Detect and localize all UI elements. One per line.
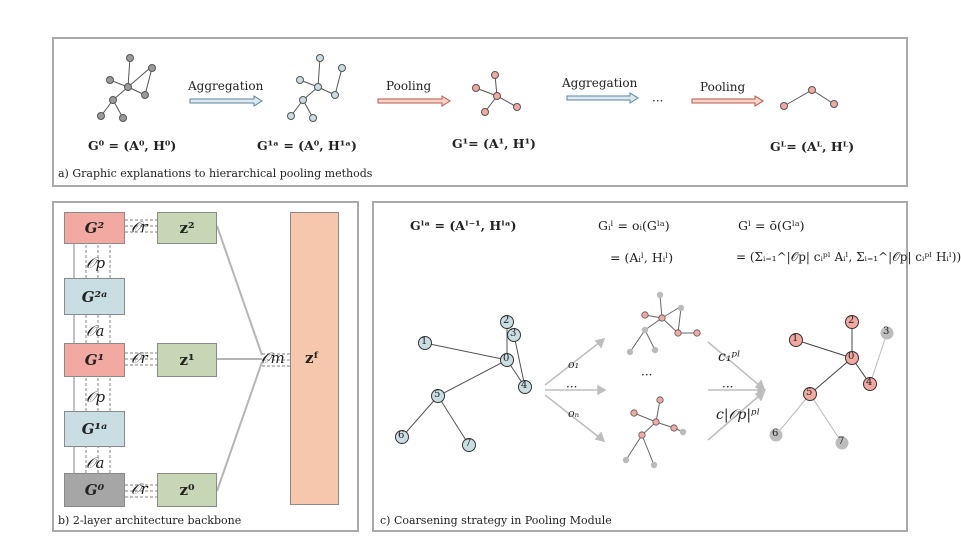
- aggregation-arrow-2: [566, 92, 639, 104]
- out-node-7: [835, 436, 849, 450]
- node-2: [500, 315, 514, 329]
- out-node-label-5: 5: [806, 387, 813, 398]
- formula-gl: Gˡ = ō(Gˡᵃ): [738, 218, 805, 233]
- hierarchical-pooling-panel: [52, 37, 908, 187]
- box-g1a: G¹ᵃ: [64, 411, 125, 447]
- node-7: [462, 438, 476, 452]
- out-node-4: [863, 377, 877, 391]
- box-g2a: G²ᵃ: [64, 278, 125, 315]
- label-g0: G⁰ = (A⁰, H⁰): [88, 138, 177, 153]
- node-label-1: 1: [421, 336, 428, 347]
- aggregation-arrow-1: [189, 95, 263, 107]
- formula-gl-expanded: = (Σᵢ₌₁^|𝒪p| cᵢᵖˡ Aᵢˡ, Σᵢ₌₁^|𝒪p| cᵢᵖˡ Hᵢ…: [736, 250, 961, 264]
- out-node-0: [845, 351, 859, 365]
- operator-readout-1: 𝒪r: [131, 349, 148, 367]
- coarsening-strategy-panel: [372, 201, 908, 532]
- operator-pool-1: 𝒪p: [86, 388, 106, 406]
- graph-g0: [97, 54, 156, 122]
- formula-gil-expanded: = (Aᵢˡ, Hᵢˡ): [610, 250, 674, 265]
- ellipsis: ···: [652, 94, 664, 108]
- out-node-label-7: 7: [838, 436, 845, 447]
- out-node-label-0: 0: [848, 351, 855, 362]
- out-node-5: [803, 387, 817, 401]
- graph-g1: [472, 71, 521, 116]
- branch-dots-mid: ···: [641, 368, 653, 382]
- node-label-6: 6: [398, 430, 405, 441]
- operator-agg-2: 𝒪a: [86, 322, 105, 340]
- out-node-label-3: 3: [883, 326, 890, 337]
- out-node-3: [880, 326, 894, 340]
- aggregation-label-1: Aggregation: [188, 79, 264, 93]
- pooling-arrow-1: [377, 95, 451, 107]
- node-1: [418, 336, 432, 350]
- out-node-6: [769, 428, 783, 442]
- formula-gla: Gˡᵃ = (Aˡ⁻¹, Hˡᵃ): [410, 218, 517, 233]
- node-label-4: 4: [521, 380, 528, 391]
- pooling-label-2: Pooling: [700, 80, 746, 94]
- aggregation-label-2: Aggregation: [562, 76, 638, 90]
- box-z2: z²: [157, 212, 217, 244]
- box-g1: G¹: [64, 343, 125, 377]
- label-zf: zᶠ: [305, 349, 320, 367]
- node-label-0: 0: [503, 353, 510, 364]
- pooling-arrow-2: [691, 95, 764, 107]
- branch-label-on: oₙ: [568, 407, 580, 420]
- operator-readout-0: 𝒪r: [131, 480, 148, 498]
- out-node-1: [789, 333, 803, 347]
- box-zf: [290, 212, 339, 505]
- node-5: [431, 389, 445, 403]
- caption-b: b) 2-layer architecture backbone: [58, 514, 242, 527]
- label-g1: G¹= (A¹, H¹): [452, 136, 536, 151]
- node-6: [395, 430, 409, 444]
- node-label-3: 3: [510, 328, 517, 339]
- caption-a: a) Graphic explanations to hierarchical …: [58, 167, 373, 180]
- node-4: [518, 380, 532, 394]
- operator-pool-2: 𝒪p: [86, 254, 106, 272]
- box-z0: z⁰: [157, 473, 217, 507]
- node-3: [507, 328, 521, 342]
- box-z1: z¹: [157, 343, 217, 377]
- formula-gil: Gᵢˡ = oᵢ(Gˡᵃ): [598, 218, 670, 233]
- box-g2: G²: [64, 212, 125, 244]
- branch-dots-left: ···: [566, 380, 578, 394]
- node-label-2: 2: [503, 315, 510, 326]
- box-g0: G⁰: [64, 473, 125, 507]
- operator-merge: 𝒪m: [261, 349, 285, 367]
- node-label-5: 5: [434, 389, 441, 400]
- branch-label-c1: c₁ᵖˡ: [718, 349, 741, 365]
- branch-label-o1: o₁: [568, 358, 580, 371]
- out-node-label-2: 2: [848, 315, 855, 326]
- pooling-label-1: Pooling: [386, 79, 432, 93]
- label-g1a: G¹ᵃ = (A⁰, H¹ᵃ): [257, 138, 357, 153]
- branch-dots-right: ···: [722, 380, 734, 394]
- node-label-7: 7: [465, 438, 472, 449]
- operator-readout-2: 𝒪r: [131, 218, 148, 236]
- out-node-label-1: 1: [792, 333, 799, 344]
- node-0: [500, 353, 514, 367]
- branch-label-cn: c|𝒪p|ᵖˡ: [716, 407, 761, 423]
- graph-gl: [780, 86, 838, 110]
- out-node-label-6: 6: [772, 428, 779, 439]
- out-node-label-4: 4: [866, 377, 873, 388]
- out-node-2: [845, 315, 859, 329]
- graph-g1a: [287, 54, 346, 122]
- caption-c: c) Coarsening strategy in Pooling Module: [380, 514, 612, 527]
- label-gl: Gᴸ= (Aᴸ, Hᴸ): [770, 139, 855, 154]
- operator-agg-1: 𝒪a: [86, 454, 105, 472]
